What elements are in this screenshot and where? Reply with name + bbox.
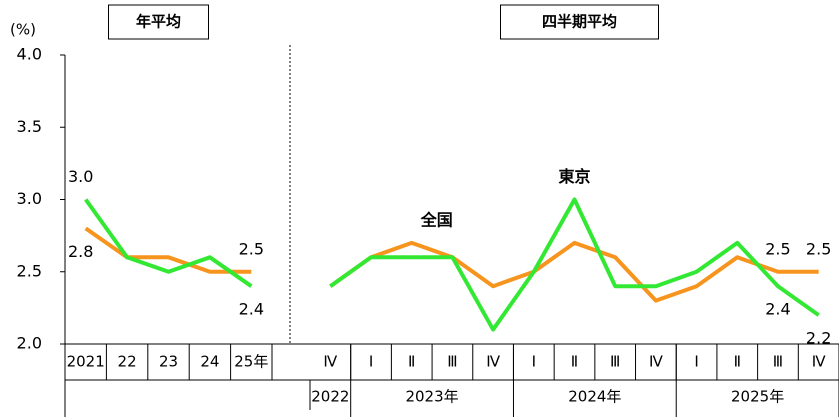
- y-unit: (%): [10, 21, 36, 39]
- x-tick-label: 23: [159, 353, 178, 371]
- group-label: 2022: [311, 388, 349, 406]
- x-tick-label: Ⅰ: [694, 353, 698, 371]
- data-label: 2.5: [765, 239, 790, 258]
- x-tick-label: 25年: [234, 353, 268, 371]
- data-label: 3.0: [68, 167, 93, 186]
- data-label: 2.5: [239, 239, 264, 258]
- x-tick-label: Ⅲ: [447, 353, 457, 371]
- group-label: 2024年: [568, 388, 621, 406]
- series-line: [329, 240, 819, 303]
- x-tick-label: Ⅲ: [773, 353, 783, 371]
- y-tick-label: 2.5: [17, 261, 42, 280]
- group-label: 2023年: [405, 388, 458, 406]
- title-box: [108, 4, 209, 40]
- data-label: 2.2: [806, 329, 831, 348]
- data-label: 2.4: [239, 300, 264, 319]
- x-tick-label: Ⅱ: [408, 353, 415, 371]
- x-tick-label: Ⅳ: [649, 353, 663, 371]
- y-tick-label: 4.0: [17, 45, 42, 64]
- series-line: [84, 198, 253, 288]
- x-tick-label: Ⅱ: [571, 353, 578, 371]
- x-tick-label: Ⅰ: [532, 353, 536, 371]
- panel-title: 四半期平均: [542, 13, 617, 31]
- x-tick-label: 2021: [67, 353, 105, 371]
- title-box: [500, 4, 659, 40]
- series-line: [329, 197, 820, 332]
- group-label: 2025年: [731, 388, 784, 406]
- series-label: 東京: [558, 167, 590, 186]
- panel-title: 年平均: [136, 13, 181, 31]
- x-tick-label: Ⅱ: [734, 353, 741, 371]
- series-label: 全国: [420, 210, 453, 229]
- data-label: 2.8: [68, 242, 93, 261]
- x-tick-label: Ⅳ: [486, 353, 500, 371]
- y-tick-label: 2.0: [17, 334, 42, 353]
- y-tick-label: 3.0: [17, 189, 42, 208]
- series-line: [84, 226, 252, 274]
- x-tick-label: Ⅲ: [610, 353, 620, 371]
- data-label: 2.5: [806, 239, 831, 258]
- data-label: 2.4: [765, 300, 790, 319]
- x-tick-label: Ⅳ: [812, 353, 826, 371]
- y-tick-label: 3.5: [17, 117, 42, 136]
- x-tick-label: Ⅳ: [323, 353, 337, 371]
- x-tick-label: 22: [118, 353, 137, 371]
- x-tick-label: 24: [200, 353, 219, 371]
- x-tick-label: Ⅰ: [369, 353, 373, 371]
